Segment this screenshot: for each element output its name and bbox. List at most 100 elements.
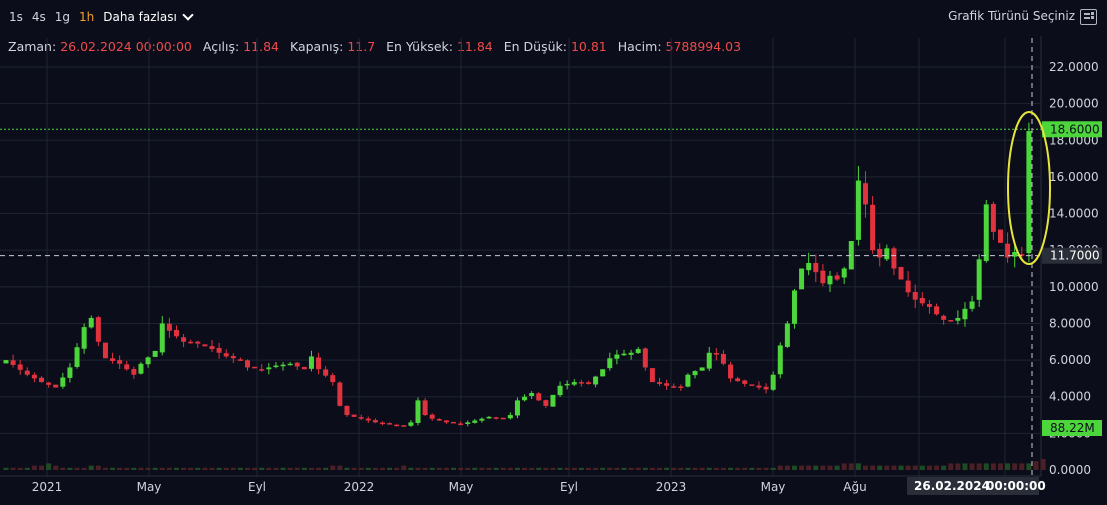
volume-bar bbox=[53, 465, 59, 470]
volume-bar bbox=[472, 467, 478, 470]
volume-bar bbox=[1026, 463, 1032, 470]
volume-bar bbox=[88, 465, 94, 470]
volume-bar bbox=[756, 467, 762, 470]
chart-toolbar: 1s 4s 1g 1h Daha fazlası Grafik Türünü S… bbox=[0, 0, 1107, 34]
candle-body bbox=[401, 425, 407, 427]
volume-bar bbox=[117, 467, 123, 470]
candle-body bbox=[330, 375, 336, 383]
candle-body bbox=[415, 400, 421, 423]
volume-bar bbox=[465, 467, 471, 470]
timeframe-1s[interactable]: 1s bbox=[9, 10, 23, 24]
candle-body bbox=[834, 275, 840, 280]
volume-bar bbox=[997, 463, 1003, 470]
more-timeframes-dropdown[interactable]: Daha fazlası bbox=[103, 9, 194, 24]
candle-body bbox=[152, 350, 158, 357]
y-tick-label: 8.0000 bbox=[1049, 316, 1091, 330]
volume-bar bbox=[24, 467, 30, 470]
volume-bar bbox=[529, 467, 535, 470]
chart-type-button[interactable]: Grafik Türünü Seçiniz bbox=[948, 9, 1075, 23]
volume-bar bbox=[401, 465, 407, 470]
volume-bar bbox=[31, 465, 37, 470]
candle-body bbox=[934, 306, 940, 315]
volume-bar bbox=[791, 465, 797, 470]
candle-body bbox=[685, 374, 691, 387]
volume-bar bbox=[543, 467, 549, 470]
low-value: 10.81 bbox=[570, 39, 607, 54]
y-tick-label: 16.0000 bbox=[1049, 170, 1099, 184]
volume-bar bbox=[124, 467, 130, 470]
candle-body bbox=[990, 203, 996, 232]
close-label: Kapanış: bbox=[289, 39, 344, 54]
candle-body bbox=[919, 297, 925, 304]
volume-bar bbox=[344, 467, 350, 470]
x-tick-label: May bbox=[761, 480, 786, 494]
volume-bar bbox=[280, 467, 286, 470]
candle-body bbox=[17, 364, 23, 370]
volume-bar bbox=[351, 467, 357, 470]
volume-bar bbox=[585, 467, 591, 470]
x-tick-label: 2022 bbox=[344, 480, 375, 494]
volume-bar bbox=[635, 467, 641, 470]
candle-body bbox=[102, 342, 108, 359]
volume-bar bbox=[493, 467, 499, 470]
timeframe-1g[interactable]: 1g bbox=[54, 10, 71, 24]
volume-bar bbox=[173, 467, 179, 470]
candle-body bbox=[159, 323, 165, 353]
x-tick-label: May bbox=[449, 480, 474, 494]
timeframe-1h[interactable]: 1h bbox=[79, 10, 95, 24]
candle-body bbox=[763, 386, 769, 390]
chart-settings-icon[interactable] bbox=[1080, 9, 1097, 25]
candle-body bbox=[1026, 131, 1032, 254]
candle-body bbox=[117, 360, 123, 364]
candle-body bbox=[742, 380, 748, 384]
volume-bar bbox=[593, 467, 599, 470]
volume-bar bbox=[884, 465, 890, 470]
candle-body bbox=[273, 365, 279, 368]
y-tick-label: 22.0000 bbox=[1049, 60, 1099, 74]
candle-body bbox=[564, 383, 570, 386]
candle-body bbox=[692, 371, 698, 376]
candle-body bbox=[699, 367, 705, 371]
volume-bar bbox=[259, 467, 265, 470]
volume-bar bbox=[223, 467, 229, 470]
highlight-ellipse bbox=[1007, 111, 1051, 265]
volume-bar bbox=[81, 467, 87, 470]
x-tick-label: Eyl bbox=[560, 480, 578, 494]
candle-body bbox=[202, 344, 208, 347]
candle-body bbox=[578, 382, 584, 384]
volume-bar bbox=[159, 467, 165, 470]
y-tick-label: 14.0000 bbox=[1049, 207, 1099, 221]
volume-bar bbox=[742, 467, 748, 470]
x-tick-label: 2021 bbox=[32, 480, 63, 494]
volume-bar bbox=[294, 467, 300, 470]
volume-bar bbox=[479, 467, 485, 470]
volume-bar bbox=[550, 467, 556, 470]
volume-bar bbox=[330, 465, 336, 470]
candle-body bbox=[294, 362, 300, 367]
candle-body bbox=[557, 385, 563, 396]
timeframe-4s[interactable]: 4s bbox=[31, 10, 46, 24]
candle-body bbox=[479, 418, 485, 421]
volume-bar bbox=[713, 467, 719, 470]
volume-bar bbox=[934, 465, 940, 470]
candle-body bbox=[898, 266, 904, 280]
more-timeframes-label: Daha fazlası bbox=[103, 10, 177, 24]
candle-body bbox=[223, 353, 229, 357]
volume-bar bbox=[287, 467, 293, 470]
volume-bar bbox=[443, 467, 449, 470]
high-value: 11.84 bbox=[456, 39, 493, 54]
time-label: Zaman: bbox=[8, 39, 57, 54]
volume-badge bbox=[1042, 420, 1102, 436]
candle-body bbox=[756, 385, 762, 388]
x-tick-label: Ağu bbox=[843, 480, 866, 494]
candle-body bbox=[912, 291, 918, 300]
volume-bar bbox=[39, 465, 45, 470]
volume-bar bbox=[600, 467, 606, 470]
volume-bar bbox=[692, 467, 698, 470]
volume-bar bbox=[855, 463, 861, 470]
crosshair-price-badge bbox=[1042, 247, 1102, 264]
volume-bar bbox=[237, 467, 243, 470]
volume-bar bbox=[1012, 463, 1018, 470]
candle-body bbox=[173, 329, 179, 337]
